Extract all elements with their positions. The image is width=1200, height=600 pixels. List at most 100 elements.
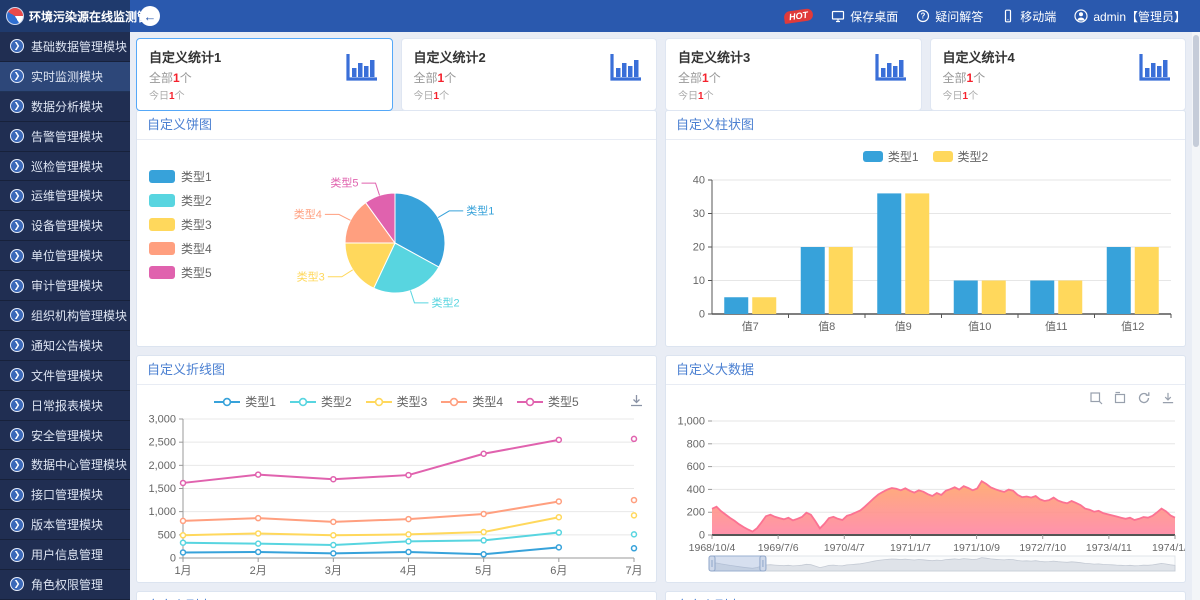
nav-admin[interactable]: admin【管理员】 [1074,8,1186,25]
legend-item[interactable]: 类型2 [289,393,352,410]
legend-item[interactable]: 类型5 [149,264,212,281]
svg-text:1972/7/10: 1972/7/10 [1019,542,1066,554]
stat-today-value: 1 [433,91,440,102]
bar-chart[interactable]: 类型1 类型2 0 10 20 30 40 值7 值8 值9 值10 值11 值12 [666,140,1185,346]
sidebar-item-3[interactable]: ❯ 数据分析模块 [0,92,130,122]
svg-text:值7: 值7 [742,320,759,333]
datazoom-window[interactable] [711,555,764,572]
stat-today-label: 今日 [942,91,963,102]
svg-text:1969/7/6: 1969/7/6 [758,542,799,554]
legend-item[interactable]: 类型2 [149,192,212,209]
bar-legend: 类型1 类型2 [666,148,1185,165]
legend-item[interactable]: 类型3 [149,216,212,233]
sidebar-item-label: 接口管理模块 [31,488,104,503]
zoom-reset-icon[interactable] [1113,391,1127,405]
sidebar-item-18[interactable]: ❯ 用户信息管理 [0,540,130,571]
nav-action-label: 保存桌面 [850,9,899,24]
legend-item[interactable]: 类型4 [441,393,503,410]
scrollbar-thumb[interactable] [1193,35,1199,147]
legend-item[interactable]: 类型3 [365,393,427,410]
svg-text:600: 600 [687,461,705,473]
stat-all-label: 全部 [678,71,703,85]
pie-slice-类型3 [344,242,396,289]
bar-chart-icon [608,52,644,89]
stat-card-row: 自定义统计1 全部1个 今日1个 自定义统计2 全部1个 今日1个 自定义统计3 全部1个 今日… [136,38,1186,111]
chevron-right-circle-icon: ❯ [10,398,24,413]
legend-item[interactable]: 类型2 [932,148,988,165]
sidebar-item-16[interactable]: ❯ 接口管理模块 [0,480,130,511]
svg-text:值9: 值9 [895,320,912,333]
svg-text:30: 30 [693,208,705,220]
chevron-right-circle-icon: ❯ [10,487,24,502]
list1-panel: 自定义列表1 [136,591,657,600]
legend-label: 类型1 [181,170,212,184]
legend-item[interactable]: 类型1 [149,168,212,185]
sidebar-item-7[interactable]: ❯ 设备管理模块 [0,211,130,242]
stat-card-2[interactable]: 自定义统计2 全部1个 今日1个 [400,38,657,111]
stat-today-value: 1 [169,91,175,102]
sidebar-item-5[interactable]: ❯ 巡检管理模块 [0,152,130,182]
sidebar-item-19[interactable]: ❯ 角色权限管理 [0,570,130,600]
nav-save-desktop[interactable]: 保存桌面 [831,8,898,25]
stat-card-3[interactable]: 自定义统计3 全部1个 今日1个 [665,38,922,111]
legend-item[interactable]: 类型1 [214,393,276,410]
sidebar-item-15[interactable]: ❯ 数据中心管理模块 [0,450,130,481]
svg-text:3,000: 3,000 [148,414,176,426]
legend-item[interactable]: 类型1 [862,148,919,165]
stat-card-1[interactable]: 自定义统计1 全部1个 今日1个 [136,38,393,111]
stat-today-label: 今日 [413,91,434,102]
app-title: 环境污染源在线监测管 [29,9,150,24]
svg-text:20: 20 [693,242,705,254]
download-icon[interactable] [629,393,644,413]
stat-all-unit: 个 [444,71,457,85]
nav-faq[interactable]: ? 疑问解答 [916,8,983,25]
zoom-select-icon[interactable] [1089,391,1103,405]
sidebar-item-label: 告警管理模块 [31,129,104,144]
chevron-right-circle-icon: ❯ [10,159,24,173]
line-chart[interactable]: 类型1 类型2 类型3 类型4 类型5 0 500 1,000 1,500 2,000 2,500… [137,385,656,582]
back-button[interactable]: ← [140,6,160,26]
pie-panel-title: 自定义饼图 [147,117,213,132]
line-series-类型1 [182,546,559,556]
sidebar-item-10[interactable]: ❯ 组织机构管理模块 [0,301,130,331]
sidebar-item-6[interactable]: ❯ 运维管理模块 [0,181,130,212]
legend-label: 类型4 [181,242,212,256]
sidebar-item-12[interactable]: ❯ 文件管理模块 [0,361,130,391]
sidebar-item-14[interactable]: ❯ 安全管理模块 [0,421,130,451]
legend-item[interactable]: 类型4 [149,240,212,257]
download-icon[interactable] [1161,391,1175,405]
pie-slice-label: 类型4 [294,207,322,221]
svg-text:1,000: 1,000 [148,506,176,518]
vertical-scrollbar[interactable] [1192,32,1200,600]
back-arrow-icon: ← [143,8,157,24]
nav-mobile[interactable]: 移动端 [1001,8,1056,25]
svg-text:500: 500 [158,529,176,541]
bar-chart-icon [1137,52,1173,89]
list1-panel-title: 自定义列表1 [147,592,219,600]
restore-icon[interactable] [1137,391,1151,405]
stat-all-value: 1 [437,71,445,85]
sidebar-item-8[interactable]: ❯ 单位管理模块 [0,241,130,272]
sidebar-item-13[interactable]: ❯ 日常报表模块 [0,391,130,421]
sidebar-item-11[interactable]: ❯ 通知公告模块 [0,331,130,361]
svg-text:5月: 5月 [475,565,492,577]
chevron-right-circle-icon: ❯ [10,547,24,562]
sidebar-item-9[interactable]: ❯ 审计管理模块 [0,271,130,302]
sidebar-item-17[interactable]: ❯ 版本管理模块 [0,510,130,541]
bigdata-chart[interactable]: 0 200 400 600 800 1,000 1968/10/4 1969/7/6 1970/… [666,385,1185,582]
svg-text:值8: 值8 [818,320,835,333]
stat-card-4[interactable]: 自定义统计4 全部1个 今日1个 [929,38,1186,111]
legend-line-marker [365,397,392,406]
stat-all-count: 全部1个 [943,69,1174,86]
detached-point-类型1 [630,545,638,552]
question-icon: ? [917,9,930,23]
sidebar-item-1[interactable]: ❯ 基础数据管理模块 [0,32,130,62]
sidebar-item-2[interactable]: ❯ 实时监测模块 [0,61,130,92]
chart-row-1: 自定义饼图 类型1 类型2 类型3 类型4 类型5 类型1 类型2 类型3 类型4 类型5 自定… [136,110,1186,347]
svg-text:1968/10/4: 1968/10/4 [689,542,736,554]
legend-item[interactable]: 类型5 [517,393,579,410]
svg-text:200: 200 [687,507,705,519]
chevron-right-circle-icon: ❯ [10,457,24,472]
sidebar-item-4[interactable]: ❯ 告警管理模块 [0,122,130,152]
pie-chart[interactable]: 类型1 类型2 类型3 类型4 类型5 类型1 类型2 类型3 类型4 类型5 [137,140,656,346]
